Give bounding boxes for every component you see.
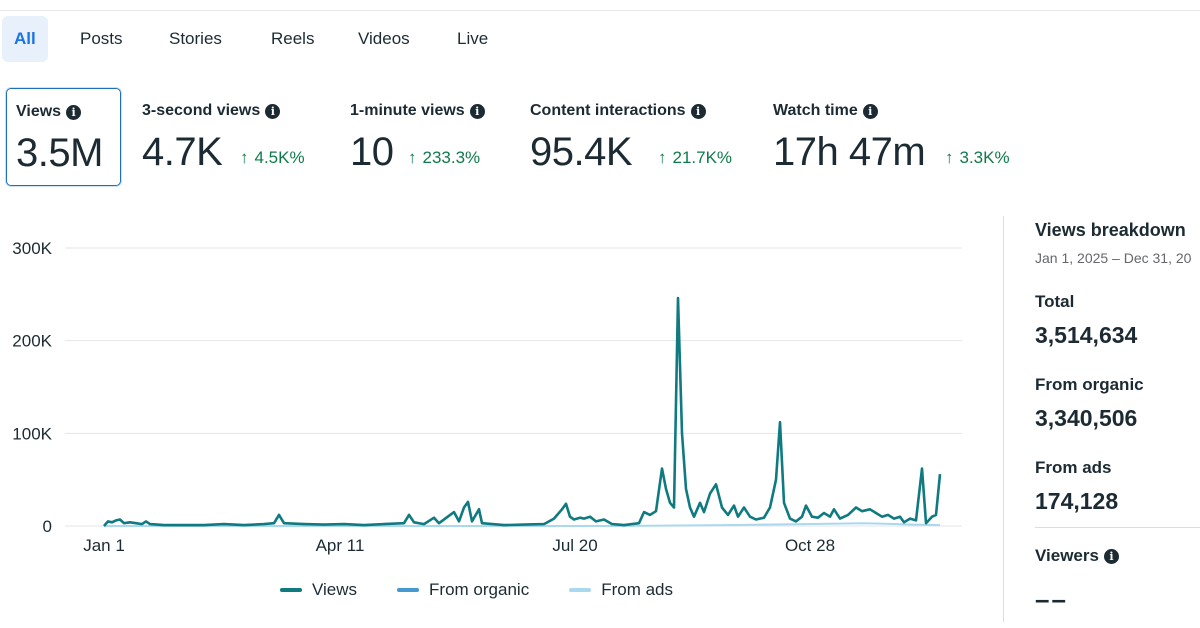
tab-reels[interactable]: Reels <box>271 29 315 48</box>
panel-divider <box>1003 216 1004 622</box>
metric-label-text: 1-minute views <box>350 102 465 119</box>
metric-label-text: 3-second views <box>142 102 261 119</box>
metric-delta: ↑ 21.7K% <box>658 148 732 168</box>
tab-all[interactable]: All <box>2 16 48 62</box>
legend-item-from-organic[interactable]: From organic <box>397 580 529 600</box>
metric-label-text: Views <box>16 103 62 120</box>
organic-label: From organic <box>1035 375 1144 394</box>
total-value: 3,514,634 <box>1035 322 1138 348</box>
metric-card-3-second-views[interactable]: 3-second views i 4.7K ↑ 4.5K% <box>142 88 332 186</box>
tab-live[interactable]: Live <box>457 29 489 48</box>
metric-value: 95.4K <box>530 130 633 174</box>
tab-stories[interactable]: Stories <box>169 29 222 48</box>
tab-posts[interactable]: Posts <box>80 29 123 48</box>
panel-rule <box>1035 527 1200 528</box>
metric-value: 10 <box>350 130 394 174</box>
info-icon[interactable]: i <box>469 103 485 119</box>
metric-card-content-interactions[interactable]: Content interactions i 95.4K ↑ 21.7K% <box>530 88 755 186</box>
metric-delta-text: 233.3% <box>422 148 481 167</box>
metric-label: Watch time i <box>773 102 878 120</box>
y-tick-label: 100K <box>12 424 52 443</box>
legend-swatch <box>397 588 420 592</box>
organic-value: 3,340,506 <box>1035 405 1138 431</box>
arrow-up-icon: ↑ <box>945 148 954 167</box>
ads-label: From ads <box>1035 458 1112 477</box>
info-icon[interactable]: i <box>1103 548 1119 564</box>
metric-label: 3-second views i <box>142 102 281 120</box>
metric-label: Content interactions i <box>530 102 706 120</box>
x-tick-label: Jul 20 <box>552 536 597 555</box>
y-tick-label: 200K <box>12 332 52 351</box>
info-icon[interactable]: i <box>66 104 82 120</box>
metric-value: 4.7K <box>142 130 223 174</box>
top-divider <box>0 10 1200 11</box>
viewers-label: Viewers i <box>1035 546 1119 566</box>
metric-label-text: Content interactions <box>530 102 686 119</box>
legend-swatch <box>280 588 302 592</box>
views-line-chart[interactable]: 300K 200K 100K 0 Jan 1 Apr 11 Jul 20 Oct 28 <box>0 220 990 560</box>
legend-label: Views <box>312 580 358 599</box>
viewers-value: –– <box>1035 584 1068 614</box>
total-label: Total <box>1035 292 1075 311</box>
legend-item-views[interactable]: Views <box>280 580 357 600</box>
info-icon[interactable]: i <box>690 103 706 119</box>
metric-delta: ↑ 3.3K% <box>945 148 1010 168</box>
legend-item-from-ads[interactable]: From ads <box>569 580 673 600</box>
metric-card-watch-time[interactable]: Watch time i 17h 47m ↑ 3.3K% <box>773 88 1033 186</box>
metric-delta-text: 3.3K% <box>959 148 1010 167</box>
metric-value: 17h 47m <box>773 130 926 174</box>
metric-card-1-minute-views[interactable]: 1-minute views i 10 ↑ 233.3% <box>350 88 510 186</box>
panel-title: Views breakdown <box>1035 220 1186 240</box>
series-line-views <box>103 296 942 527</box>
arrow-up-icon: ↑ <box>408 148 417 167</box>
metric-label-text: Watch time <box>773 102 858 119</box>
y-tick-label: 0 <box>43 517 52 536</box>
x-tick-label: Jan 1 <box>83 536 125 555</box>
arrow-up-icon: ↑ <box>658 148 667 167</box>
metric-delta-text: 21.7K% <box>672 148 733 167</box>
legend-swatch <box>569 588 592 592</box>
metric-label: 1-minute views i <box>350 102 485 120</box>
metric-delta: ↑ 4.5K% <box>240 148 305 168</box>
tab-videos[interactable]: Videos <box>358 29 410 48</box>
metric-value: 3.5M <box>16 131 103 175</box>
metric-label: Views i <box>16 103 82 121</box>
y-tick-label: 300K <box>12 239 52 258</box>
date-range: Jan 1, 2025 – Dec 31, 20 <box>1035 250 1192 266</box>
metric-delta-text: 4.5K% <box>254 148 305 167</box>
x-tick-label: Apr 11 <box>316 536 365 555</box>
ads-value: 174,128 <box>1035 488 1119 514</box>
legend-label: From organic <box>429 580 530 599</box>
legend-label: From ads <box>601 580 673 599</box>
info-icon[interactable]: i <box>862 103 878 119</box>
viewers-label-text: Viewers <box>1035 546 1099 565</box>
chart-legend: Views From organic From ads <box>280 580 713 600</box>
arrow-up-icon: ↑ <box>240 148 249 167</box>
x-tick-label: Oct 28 <box>785 536 835 555</box>
content-type-tabs: All Posts Stories Reels Videos Live <box>0 16 488 62</box>
metric-card-views[interactable]: Views i 3.5M <box>6 88 121 186</box>
metric-delta: ↑ 233.3% <box>408 148 480 168</box>
info-icon[interactable]: i <box>265 103 281 119</box>
